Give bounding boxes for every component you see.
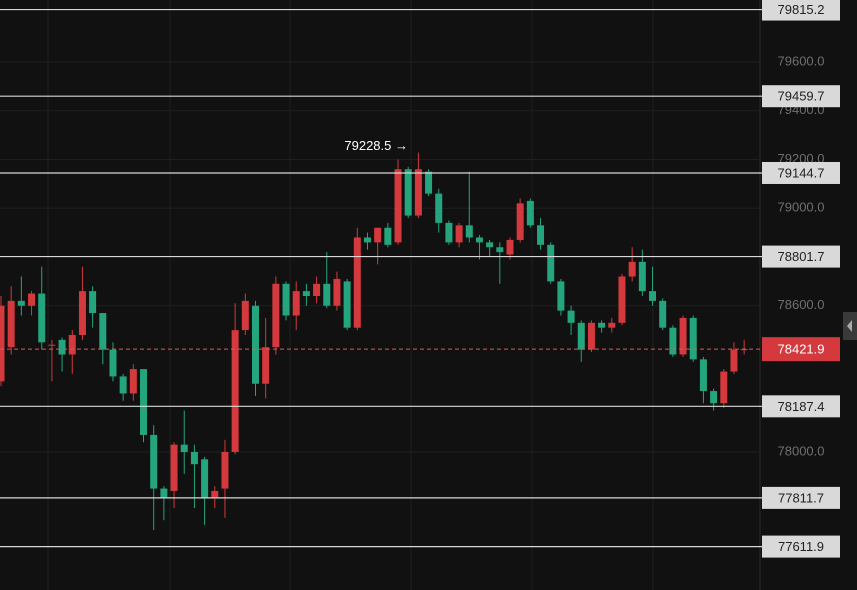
candle-body bbox=[547, 244, 555, 282]
candle-body bbox=[730, 349, 738, 372]
candle-body bbox=[160, 488, 168, 499]
level-label: 77611.9 bbox=[778, 539, 824, 554]
candle-body bbox=[496, 247, 504, 253]
candle-body bbox=[638, 261, 646, 292]
candle-body bbox=[628, 261, 636, 277]
candle-body bbox=[140, 369, 148, 435]
candle-body bbox=[659, 300, 667, 328]
candle-body bbox=[486, 242, 494, 248]
candle-body bbox=[180, 444, 188, 452]
candle-body bbox=[231, 330, 239, 452]
candle-body bbox=[516, 203, 524, 240]
candle-body bbox=[435, 193, 443, 223]
candle-body bbox=[272, 283, 280, 348]
current-price-label: 78421.9 bbox=[778, 342, 825, 357]
candle-body bbox=[28, 293, 36, 306]
candle-body bbox=[689, 317, 697, 360]
candle-body bbox=[343, 281, 351, 328]
level-label-box bbox=[762, 245, 840, 268]
candle-body bbox=[17, 300, 25, 306]
level-label-box bbox=[762, 535, 840, 558]
candle-body bbox=[302, 291, 310, 296]
level-label: 78187.4 bbox=[778, 399, 825, 414]
current-price-box bbox=[762, 337, 840, 362]
candle-body bbox=[587, 322, 595, 350]
candle-body bbox=[109, 349, 117, 377]
candle-body bbox=[190, 451, 198, 465]
candle-body bbox=[201, 459, 209, 499]
candle-body bbox=[292, 291, 300, 316]
level-label: 78801.7 bbox=[778, 249, 825, 264]
candle-body bbox=[557, 281, 565, 311]
candle-body bbox=[129, 369, 137, 394]
candle-body bbox=[89, 291, 97, 314]
candle-body bbox=[323, 283, 331, 306]
candle-body bbox=[119, 376, 127, 394]
level-label-box bbox=[762, 0, 840, 21]
y-tick-label: 79000.0 bbox=[778, 200, 825, 215]
candle-body bbox=[221, 451, 229, 489]
candle-body bbox=[7, 300, 15, 348]
candle-body bbox=[68, 334, 76, 355]
candle-body bbox=[649, 291, 657, 301]
candle-body bbox=[577, 322, 585, 350]
high-annotation: 79228.5 → bbox=[344, 138, 408, 153]
candle-body bbox=[252, 305, 259, 384]
candle-body bbox=[455, 225, 463, 243]
level-label-box bbox=[762, 85, 840, 108]
candle-body bbox=[211, 490, 219, 499]
candle-body bbox=[404, 169, 412, 216]
candle-body bbox=[99, 313, 107, 350]
candle-body bbox=[425, 171, 433, 194]
y-tick-label: 78600.0 bbox=[778, 297, 825, 312]
candle-body bbox=[608, 322, 616, 328]
candle-body bbox=[526, 200, 534, 226]
candle-body bbox=[374, 227, 382, 243]
candle-body bbox=[506, 239, 514, 255]
candle-body bbox=[669, 327, 677, 355]
candle-body bbox=[0, 305, 5, 382]
candle-body bbox=[710, 391, 718, 404]
y-tick-label: 78000.0 bbox=[778, 443, 825, 458]
candle-body bbox=[465, 225, 473, 238]
candle-body bbox=[679, 317, 687, 355]
candle-body bbox=[48, 344, 56, 346]
candle-body bbox=[567, 310, 575, 323]
level-label: 79459.7 bbox=[778, 89, 825, 104]
candle-body bbox=[262, 347, 270, 384]
candle-body bbox=[598, 322, 606, 328]
candle-body bbox=[333, 278, 341, 306]
level-label: 77811.7 bbox=[778, 490, 824, 505]
candle-body bbox=[720, 371, 728, 404]
candle-body bbox=[353, 237, 361, 328]
candle-body bbox=[313, 283, 321, 296]
candle-body bbox=[58, 339, 66, 355]
candle-body bbox=[699, 359, 707, 392]
candle-body bbox=[618, 276, 626, 323]
candle-body bbox=[241, 300, 249, 331]
y-tick-label: 79600.0 bbox=[778, 53, 825, 68]
candle-body bbox=[475, 237, 483, 243]
candle-body bbox=[38, 293, 46, 343]
level-label-box bbox=[762, 395, 840, 418]
candle-body bbox=[414, 169, 422, 216]
candle-body bbox=[282, 283, 290, 316]
candle-body bbox=[78, 291, 86, 335]
level-label-box bbox=[762, 486, 840, 509]
candle-body bbox=[150, 434, 158, 489]
level-label: 79815.2 bbox=[778, 2, 825, 17]
level-label: 79144.7 bbox=[778, 165, 825, 180]
candle-body bbox=[537, 225, 545, 245]
candle-body bbox=[363, 237, 371, 243]
side-tab-arrow bbox=[847, 320, 852, 332]
candle-body bbox=[445, 222, 453, 243]
candle-body bbox=[170, 444, 178, 491]
level-label-box bbox=[762, 161, 840, 184]
candle-body bbox=[384, 227, 392, 245]
candle-body bbox=[394, 169, 402, 243]
